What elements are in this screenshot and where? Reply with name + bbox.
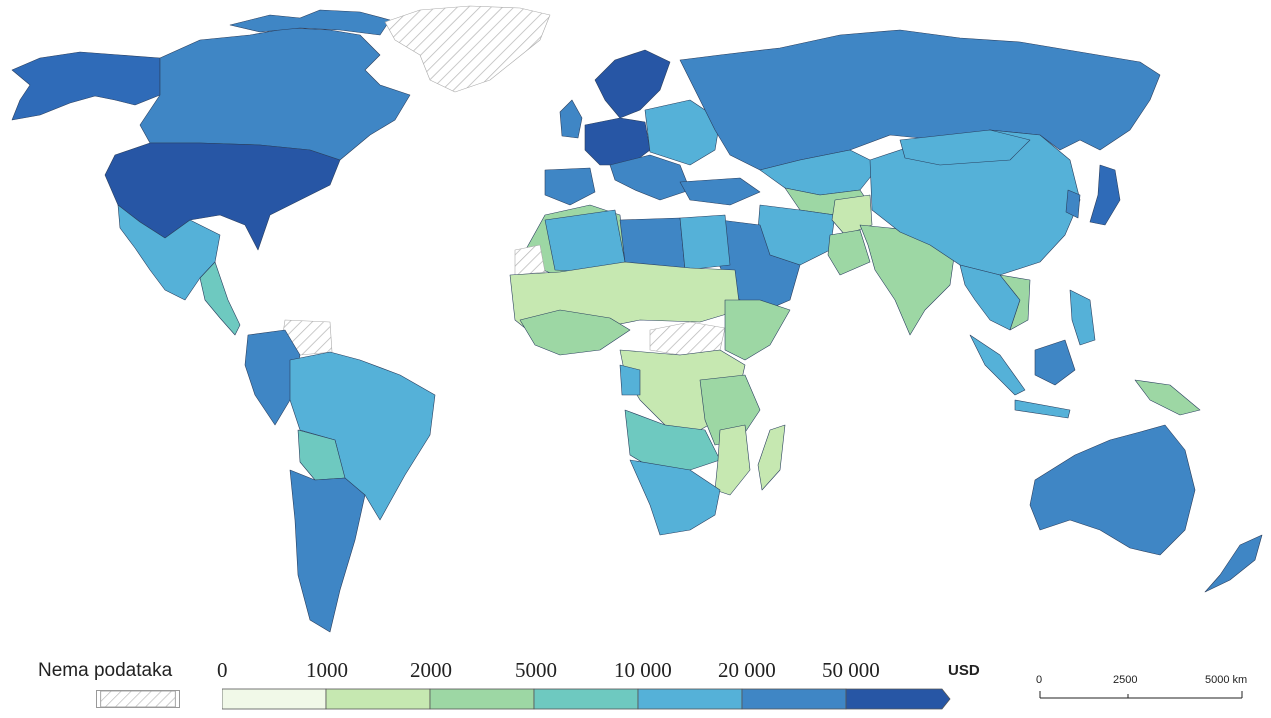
usa	[104, 142, 341, 251]
legend-bin-6	[845, 688, 951, 710]
greenland	[384, 5, 551, 93]
legend-bin-4	[637, 688, 743, 710]
china	[869, 129, 1081, 276]
gabon-congo	[619, 364, 641, 396]
argentina-chile	[289, 469, 366, 633]
philippines	[1069, 289, 1096, 346]
alaska	[11, 51, 161, 121]
scale-label-5000: 5000 km	[1205, 674, 1248, 686]
madagascar	[757, 424, 786, 491]
tick-label-2: 2000	[410, 658, 452, 682]
nodata-label: Nema podataka	[38, 660, 173, 681]
new-zealand	[1204, 534, 1263, 593]
java	[1014, 399, 1071, 419]
legend-bin-0	[222, 688, 327, 710]
tick-label-3: 5000	[515, 658, 557, 682]
uk	[559, 99, 583, 139]
egypt	[679, 214, 731, 271]
legend-bin-3	[533, 688, 639, 710]
western-sahara	[514, 244, 546, 276]
legend-bin-1	[325, 688, 431, 710]
legend-bin-5	[741, 688, 847, 710]
southeast-asia	[959, 264, 1021, 331]
horn-of-africa	[724, 299, 791, 361]
borneo	[1034, 339, 1076, 386]
tick-label-1: 1000	[306, 658, 348, 682]
australia	[1029, 424, 1196, 556]
angola-zambia	[624, 409, 721, 471]
tick-label-6: 50 000	[822, 658, 880, 682]
brazil	[289, 351, 436, 521]
southern-africa	[629, 459, 721, 536]
canada	[139, 27, 411, 161]
scandinavia	[594, 49, 671, 119]
world-map	[11, 5, 1263, 633]
scale-bar	[1039, 691, 1243, 699]
iberia	[544, 167, 596, 206]
nodata-swatch	[96, 690, 180, 708]
new-guinea	[1134, 379, 1201, 416]
legend-bin-2	[429, 688, 535, 710]
indochina	[999, 274, 1031, 331]
eastern-europe	[644, 99, 721, 166]
central-america	[199, 261, 241, 336]
japan	[1089, 164, 1121, 226]
mongolia	[899, 129, 1031, 166]
color-scale-bar	[222, 688, 951, 710]
algeria	[544, 209, 626, 273]
unit-label: USD	[948, 662, 980, 679]
scale-label-0: 0	[1036, 674, 1043, 686]
tick-label-0: 0	[217, 658, 228, 682]
west-africa	[519, 309, 631, 356]
pakistan	[827, 229, 871, 276]
scale-label-2500: 2500	[1113, 674, 1138, 686]
colombia-peru	[244, 329, 301, 426]
tick-label-5: 20 000	[718, 658, 776, 682]
italy-balkans	[609, 154, 691, 201]
sumatra	[969, 334, 1026, 396]
tick-label-4: 10 000	[614, 658, 672, 682]
korea	[1065, 189, 1081, 219]
mozambique	[714, 424, 751, 496]
south-sudan-car	[649, 321, 726, 356]
turkey	[679, 177, 761, 206]
